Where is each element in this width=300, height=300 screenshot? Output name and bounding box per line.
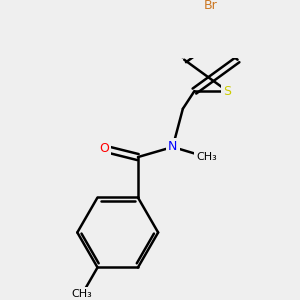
Text: CH₃: CH₃ (72, 289, 92, 299)
Text: O: O (99, 142, 109, 155)
Text: Br: Br (204, 0, 218, 12)
Text: N: N (168, 140, 177, 154)
Text: CH₃: CH₃ (196, 152, 217, 162)
Text: S: S (224, 85, 231, 98)
